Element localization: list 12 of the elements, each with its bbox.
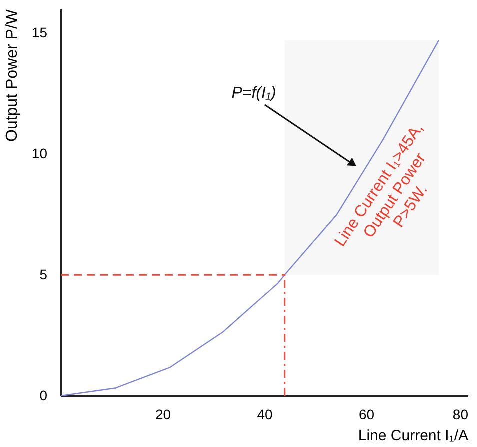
y-tick-label: 0 [40,388,48,404]
y-axis-title: Output Power P/W [4,8,21,142]
y-tick-label: 15 [32,24,48,41]
annotation: P=f(I₁) [232,85,276,102]
x-tick-label: 20 [155,406,172,422]
x-axis-title: Line Current I₁/A [358,428,468,444]
x-tick-label: 40 [257,406,273,422]
x-tick-label: 60 [358,406,375,422]
x-tick-label: 80 [452,406,469,422]
y-tick-label: 10 [32,146,48,162]
y-tick-label: 5 [40,266,48,283]
line-series [60,40,440,397]
